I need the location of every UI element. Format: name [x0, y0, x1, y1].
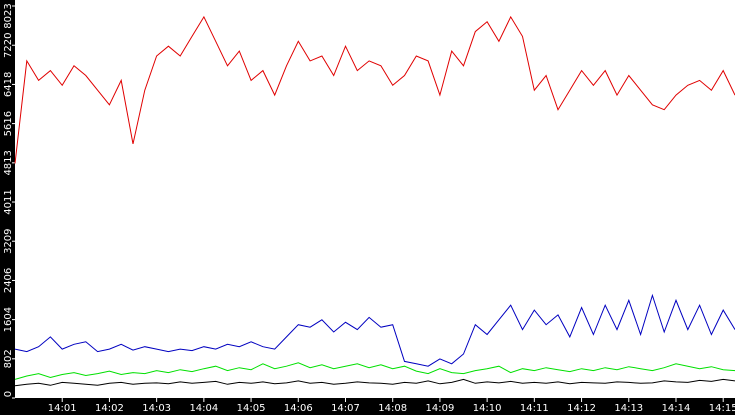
x-tick-label: 14:14: [662, 403, 691, 414]
series-line: [14, 362, 735, 380]
series-line: [14, 293, 735, 367]
y-tick-label: 4011: [3, 189, 14, 214]
y-tick-label: 2406: [3, 268, 14, 293]
x-tick-label: 14:13: [614, 403, 643, 414]
y-tick-label: 3209: [3, 228, 14, 253]
y-tick-label: 0: [3, 391, 14, 397]
y-axis-band: [0, 0, 15, 415]
y-tick-label: 8023: [3, 3, 14, 28]
x-tick-label: 14:08: [378, 403, 407, 414]
y-tick-label: 1604: [3, 307, 14, 332]
x-tick-label: 14:02: [95, 403, 124, 414]
x-tick-label: 14:07: [331, 403, 360, 414]
x-tick-label: 14:05: [237, 403, 266, 414]
x-axis-band: [0, 398, 735, 415]
x-tick-label: 14:15: [709, 403, 735, 414]
x-tick-label: 14:06: [284, 403, 313, 414]
x-tick-label: 14:09: [426, 403, 455, 414]
y-tick-label: 802: [3, 349, 14, 368]
x-tick-label: 14:03: [142, 403, 171, 414]
x-tick-label: 14:12: [567, 403, 596, 414]
x-tick-label: 14:01: [48, 403, 77, 414]
x-tick-label: 14:10: [473, 403, 502, 414]
series-line: [14, 378, 735, 387]
y-tick-label: 5616: [3, 111, 14, 136]
series-line: [14, 15, 735, 164]
y-tick-label: 7220: [3, 33, 14, 58]
x-tick-label: 14:11: [520, 403, 549, 414]
y-tick-label: 6418: [3, 72, 14, 97]
x-tick-label: 14:04: [189, 403, 218, 414]
y-tick-label: 4813: [3, 150, 14, 175]
